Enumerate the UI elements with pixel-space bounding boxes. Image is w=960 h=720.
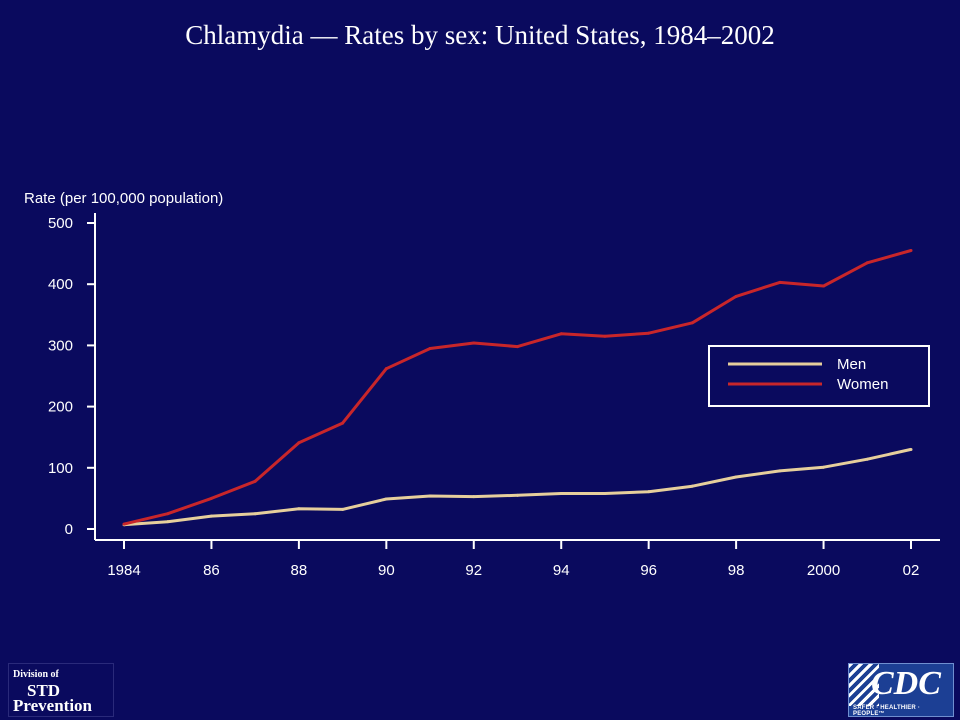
x-tick-label: 02 — [903, 562, 920, 579]
std-logo-line2: STD — [27, 681, 61, 700]
data-point-men — [253, 512, 257, 516]
data-point-women — [384, 367, 388, 371]
data-point-women — [865, 261, 869, 265]
x-tick-label: 94 — [553, 562, 570, 579]
x-tick-label: 1984 — [107, 562, 140, 579]
data-point-men — [647, 490, 651, 494]
data-point-men — [428, 494, 432, 498]
data-point-women — [428, 346, 432, 350]
data-point-women — [166, 512, 170, 516]
data-point-women — [297, 441, 301, 445]
legend-label-men: Men — [837, 356, 866, 373]
std-logo-line1: Division of — [13, 669, 59, 680]
data-point-men — [865, 457, 869, 461]
cdc-stripes-icon — [849, 664, 879, 706]
x-tick-label: 96 — [640, 562, 657, 579]
data-point-women — [778, 280, 782, 284]
y-tick-label: 300 — [48, 337, 73, 354]
std-prevention-logo: Division of STD Prevention — [8, 663, 114, 717]
x-tick-label: 92 — [465, 562, 482, 579]
data-point-men — [559, 492, 563, 496]
data-point-men — [822, 465, 826, 469]
cdc-logo-tagline: SAFER · HEALTHIER · PEOPLE™ — [853, 705, 921, 717]
data-point-men — [690, 484, 694, 488]
data-point-women — [472, 341, 476, 345]
data-point-women — [516, 345, 519, 349]
data-point-men — [341, 507, 345, 511]
x-tick-label: 90 — [378, 562, 395, 579]
data-point-women — [603, 334, 607, 338]
legend-box — [708, 345, 930, 407]
data-point-men — [166, 520, 170, 524]
series-line-women — [123, 249, 912, 526]
data-point-men — [909, 447, 913, 451]
cdc-logo: CDC SAFER · HEALTHIER · PEOPLE™ — [848, 663, 954, 717]
data-point-women — [734, 294, 738, 298]
data-point-women — [341, 421, 345, 425]
data-point-men — [297, 507, 301, 511]
data-point-men — [472, 495, 476, 499]
y-tick-label: 100 — [48, 460, 73, 477]
data-point-men — [778, 469, 782, 473]
data-point-women — [559, 332, 563, 336]
x-tick-label: 86 — [203, 562, 220, 579]
slide-title: Chlamydia — Rates by sex: United States,… — [185, 20, 775, 50]
data-point-men — [516, 493, 519, 497]
y-tick-label: 200 — [48, 399, 73, 416]
std-logo-line3: Prevention — [13, 696, 93, 715]
y-axis-label: Rate (per 100,000 population) — [24, 190, 223, 207]
data-point-women — [690, 321, 694, 325]
data-point-men — [603, 492, 607, 496]
data-point-men — [384, 497, 388, 501]
legend-label-women: Women — [837, 376, 888, 393]
x-tick-label: 98 — [728, 562, 745, 579]
data-point-men — [734, 475, 738, 479]
x-tick-label: 2000 — [807, 562, 840, 579]
x-tick-label: 88 — [291, 562, 308, 579]
data-point-men — [209, 514, 213, 518]
data-point-women — [253, 479, 257, 483]
data-point-women — [909, 249, 913, 253]
y-tick-label: 500 — [48, 215, 73, 232]
data-point-women — [209, 496, 213, 500]
y-tick-label: 0 — [65, 521, 73, 538]
data-point-women — [122, 522, 126, 526]
data-point-women — [822, 284, 826, 288]
cdc-logo-mark: CDC — [871, 665, 941, 702]
data-point-women — [647, 331, 651, 335]
y-tick-label: 400 — [48, 276, 73, 293]
